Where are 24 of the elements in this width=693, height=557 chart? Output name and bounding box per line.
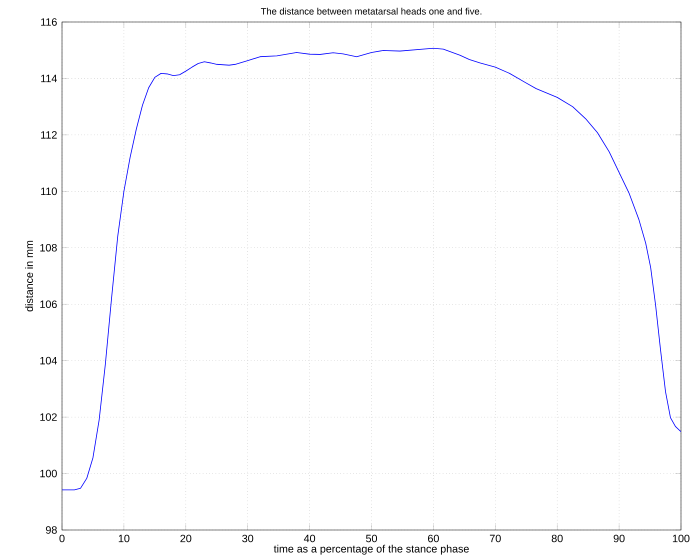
y-tick-label: 114 [41,74,57,82]
y-tick-label: 116 [41,18,57,26]
x-tick-label: 10 [118,534,130,542]
y-tick-label: 108 [40,244,57,252]
x-tick-label: 40 [304,534,316,542]
x-tick-label: 100 [672,534,690,542]
y-tick-label: 98 [46,526,57,534]
x-tick-label: 90 [614,534,625,542]
chart-title: The distance between metatarsal heads one and five. [260,8,482,15]
x-axis-title: time as a percentage of the stance phase [274,544,469,555]
x-tick-label: 0 [59,534,65,542]
x-tick-label: 50 [366,534,378,542]
x-tick-label: 70 [490,534,501,542]
y-axis-title: distance in mm [25,240,34,312]
x-tick-label: 20 [180,534,192,542]
x-tick-label: 60 [428,534,439,542]
y-tick-label: 100 [40,470,57,478]
y-tick-label: 110 [41,188,57,196]
y-tick-label: 102 [40,413,57,421]
x-tick-label: 30 [242,534,254,542]
y-tick-label: 106 [40,300,57,308]
x-tick-label: 80 [552,534,563,542]
y-tick-label: 112 [41,131,57,139]
y-tick-label: 104 [40,356,57,364]
